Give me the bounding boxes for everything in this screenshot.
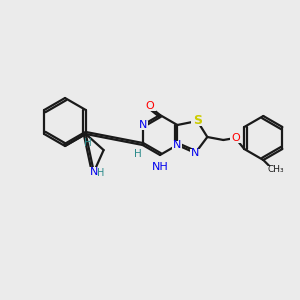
Text: H: H — [134, 149, 142, 159]
Bar — [87, 167, 101, 176]
Bar — [190, 148, 200, 158]
Bar — [150, 162, 170, 172]
Text: NH: NH — [152, 162, 168, 172]
Text: N: N — [191, 148, 200, 158]
Text: N: N — [139, 120, 147, 130]
Text: CH₃: CH₃ — [267, 166, 284, 175]
Bar — [268, 166, 282, 175]
Text: H: H — [84, 138, 92, 148]
Bar — [230, 134, 241, 142]
Text: S: S — [193, 115, 202, 128]
Bar — [191, 116, 203, 126]
Text: O: O — [146, 101, 154, 111]
Bar — [172, 140, 182, 149]
Bar — [145, 101, 155, 110]
Text: N: N — [90, 167, 98, 177]
Bar — [138, 121, 148, 130]
Text: O: O — [231, 133, 240, 143]
Text: N: N — [173, 140, 182, 150]
Text: H: H — [97, 168, 104, 178]
